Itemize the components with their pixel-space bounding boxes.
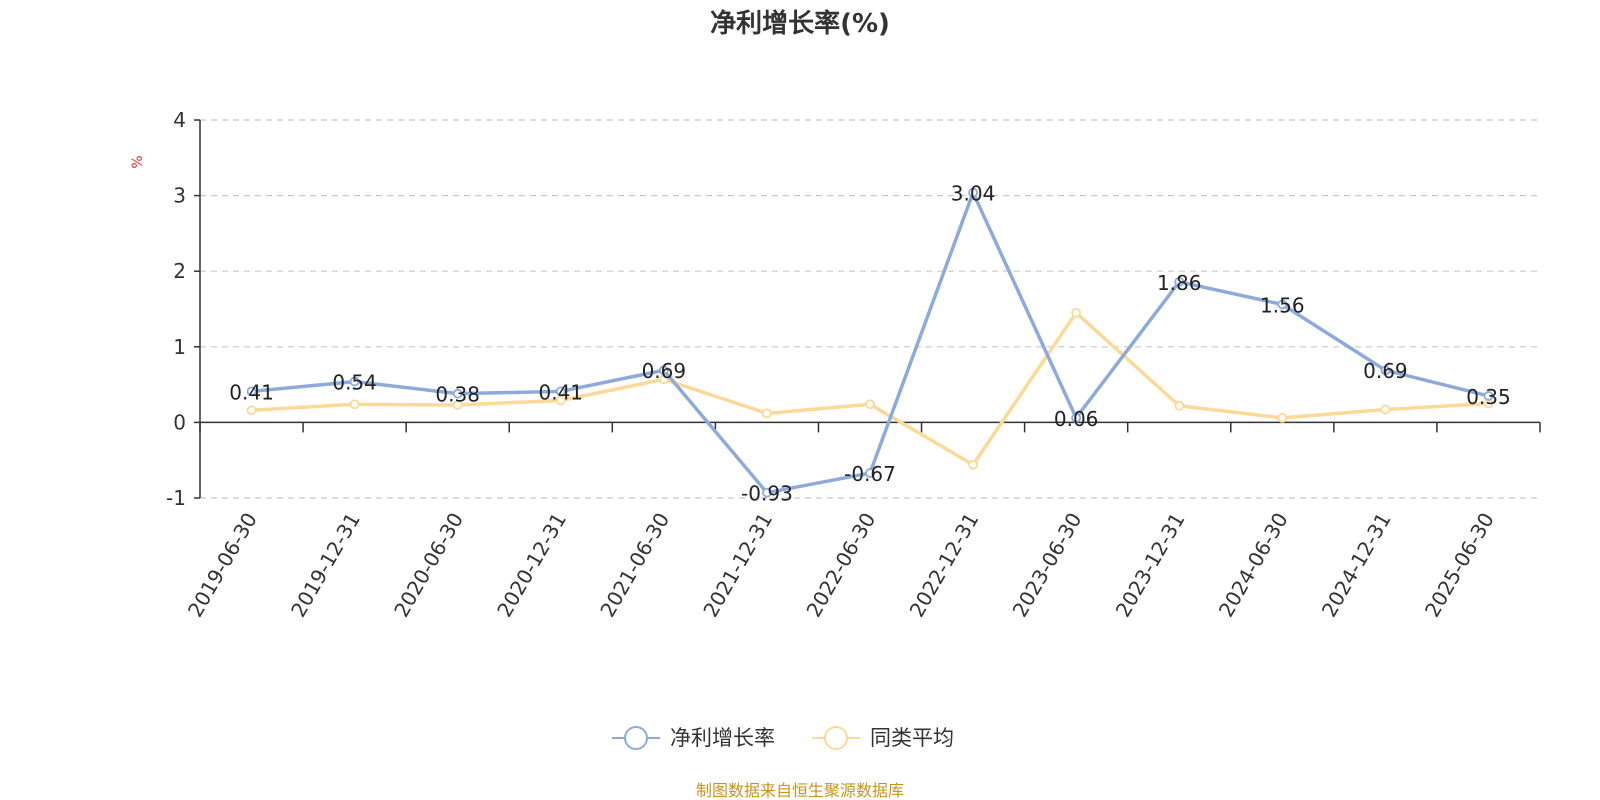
legend-label: 同类平均	[870, 726, 954, 750]
data-label: 0.69	[1363, 359, 1408, 383]
x-tick-label: 2021-06-30	[595, 509, 674, 622]
data-point	[349, 399, 360, 410]
series-layer	[246, 187, 1494, 498]
legend-label: 净利增长率	[670, 726, 775, 750]
y-tick-label: 3	[173, 184, 186, 208]
x-tick-label: 2023-12-31	[1111, 509, 1190, 622]
y-tick-label: 4	[173, 108, 186, 132]
data-label: 0.41	[229, 380, 274, 404]
data-point	[968, 187, 978, 198]
data-point	[1174, 276, 1185, 287]
data-point	[762, 408, 772, 419]
x-tick-label: 2024-12-31	[1317, 509, 1396, 622]
data-label: 1.56	[1260, 293, 1305, 317]
data-point	[762, 487, 772, 498]
data-point	[1071, 307, 1082, 318]
legend-item: 净利增长率	[612, 726, 775, 750]
data-label: 0.06	[1054, 407, 1099, 431]
y-tick-label: 2	[173, 259, 186, 283]
x-tick-label: 2022-12-31	[905, 509, 984, 622]
data-point	[555, 386, 566, 397]
data-point	[246, 405, 257, 416]
y-tick-label: -1	[166, 486, 186, 510]
data-point	[1483, 391, 1494, 401]
legend-marker	[824, 726, 848, 750]
data-point	[349, 376, 360, 387]
data-label: -0.93	[741, 482, 793, 506]
data-label: 0.69	[642, 359, 687, 383]
x-tick-label: 2020-12-31	[492, 509, 571, 622]
data-point	[865, 399, 875, 410]
data-point	[1174, 400, 1185, 411]
data-point	[1071, 412, 1082, 423]
legend: 净利增长率 同类平均	[612, 726, 954, 750]
data-label: 0.35	[1466, 385, 1511, 409]
data-label: 3.04	[951, 182, 996, 206]
source-note: 制图数据来自恒生聚源数据库	[696, 781, 904, 800]
data-point	[555, 395, 566, 406]
data-point	[968, 459, 978, 470]
x-tick-label: 2021-12-31	[698, 509, 777, 622]
chart-title: 净利增长率(%)	[710, 8, 890, 39]
data-point	[658, 374, 669, 385]
grid-lines	[200, 119, 1540, 499]
x-tick-label: 2019-06-30	[183, 509, 262, 622]
x-tick-label: 2022-06-30	[801, 509, 880, 622]
data-label: 1.86	[1157, 271, 1202, 295]
data-point	[1380, 365, 1391, 376]
data-point	[865, 468, 875, 478]
x-tick-label: 2020-06-30	[389, 509, 468, 622]
series-line	[251, 190, 1489, 495]
data-label: 0.54	[332, 371, 377, 395]
data-point	[246, 386, 257, 397]
data-label: 0.41	[539, 380, 584, 404]
y-tick-label: 1	[173, 335, 186, 359]
x-tick-label: 2025-06-30	[1420, 509, 1499, 622]
legend-marker	[624, 726, 648, 750]
y-tick-label: 0	[173, 410, 186, 434]
data-point	[452, 400, 463, 410]
x-tick-label: 2024-06-30	[1214, 509, 1293, 622]
data-point	[1277, 412, 1288, 423]
data-label: 0.38	[435, 383, 480, 407]
data-point	[1277, 299, 1288, 310]
data-point	[452, 388, 463, 399]
data-point	[1380, 404, 1391, 415]
axes: -1 0 1 2 3 4 2019-06-30 2019-12-31 2020-06-30 202…	[166, 108, 1541, 622]
data-labels: 0.41 0.54 0.38 0.41 0.69 -0.93 -0.67 3.04 0.06 1.…	[229, 182, 1510, 506]
data-label: -0.67	[844, 462, 896, 486]
x-tick-label: 2023-06-30	[1008, 509, 1087, 622]
x-tick-label: 2019-12-31	[286, 509, 365, 622]
y-axis-unit: %	[130, 155, 146, 168]
legend-item: 同类平均	[812, 726, 954, 750]
data-point	[658, 365, 669, 376]
